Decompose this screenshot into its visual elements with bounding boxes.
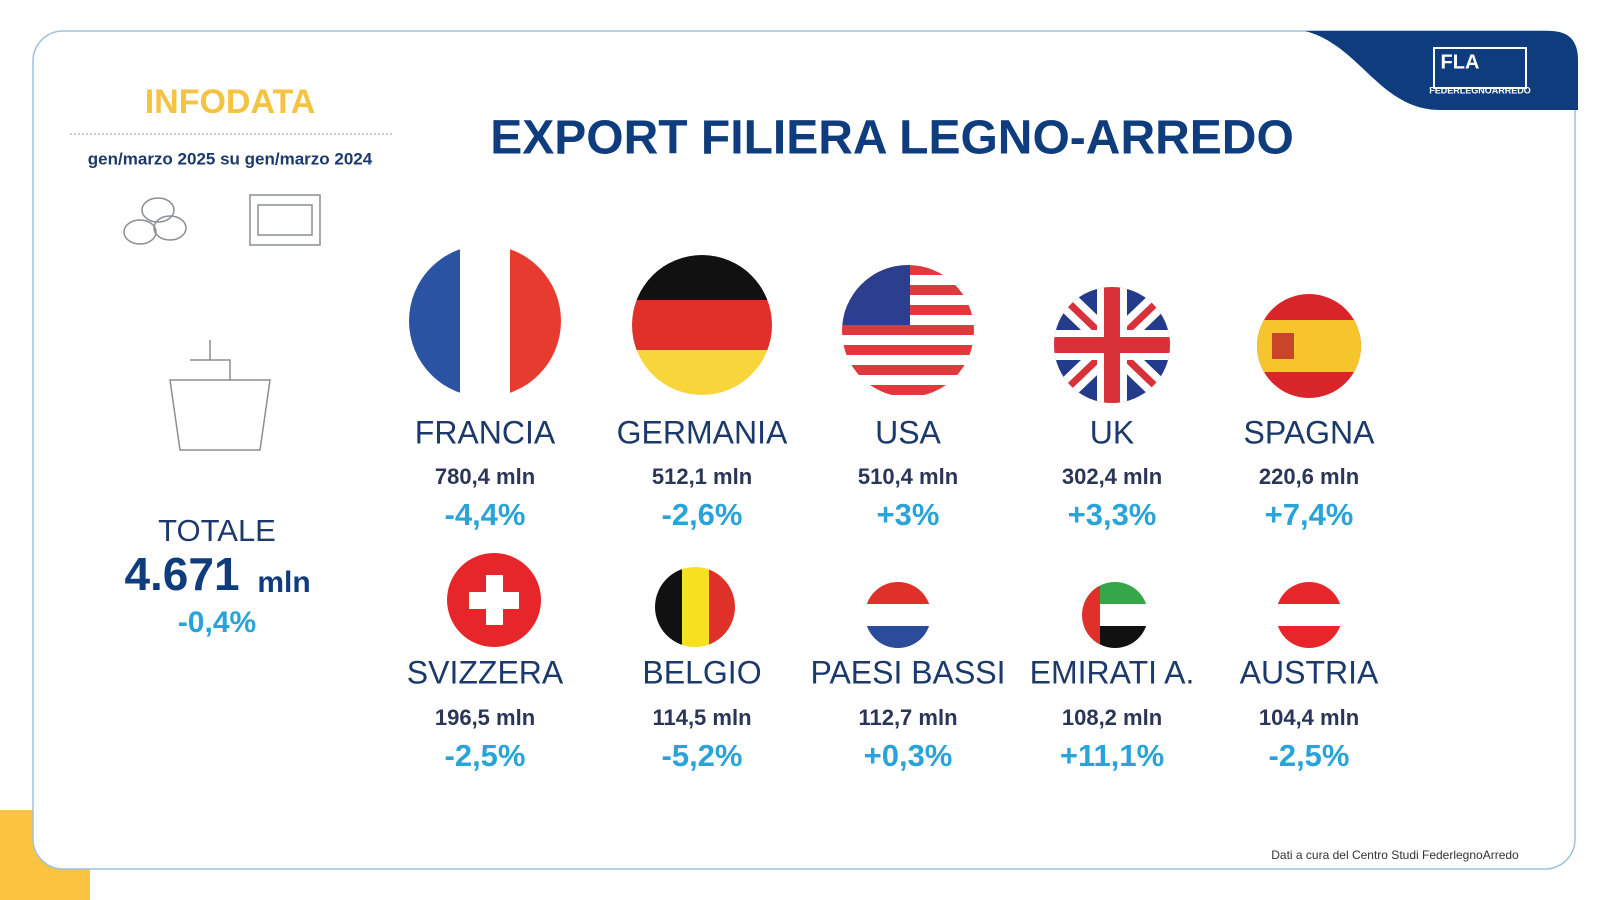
country-value: 108,2 mln — [1062, 705, 1162, 730]
country-name: GERMANIA — [617, 414, 788, 450]
country-value: 112,7 mln — [858, 705, 957, 730]
brand-label: INFODATA — [145, 83, 316, 121]
total-unit: mln — [257, 566, 310, 599]
logo-mark: FLA — [1441, 51, 1480, 73]
total-value: 4.671 — [124, 548, 239, 600]
country-value: 220,6 mln — [1259, 464, 1359, 489]
country-value: 512,1 mln — [652, 464, 752, 489]
country-change: -2,5% — [445, 738, 526, 773]
country-change: -5,2% — [662, 738, 743, 773]
flags — [409, 245, 1361, 648]
country-value: 780,4 mln — [435, 464, 535, 489]
sketch-icons — [123, 194, 321, 451]
logo-band — [1305, 31, 1578, 110]
total-change: -0,4% — [178, 606, 256, 639]
country-change: +3% — [877, 497, 940, 532]
country-value: 196,5 mln — [435, 705, 535, 730]
country-value: 510,4 mln — [858, 464, 958, 489]
country-change: +0,3% — [864, 738, 953, 773]
country-name: FRANCIA — [415, 414, 556, 450]
brand-period: gen/marzo 2025 su gen/marzo 2024 — [88, 149, 373, 168]
country-list: FRANCIA 780,4 mln -4,4% GERMANIA 512,1 mln -2… — [407, 414, 1379, 773]
logo-box — [1433, 47, 1527, 89]
country-change: +7,4% — [1265, 497, 1354, 532]
country-name: BELGIO — [642, 654, 761, 690]
country-name: AUSTRIA — [1240, 654, 1379, 690]
country-value: 114,5 mln — [652, 705, 751, 730]
title: EXPORT FILIERA LEGNO-ARREDO — [490, 112, 1294, 165]
total-label: TOTALE — [158, 513, 276, 548]
country-name: USA — [875, 414, 941, 450]
country-value: 302,4 mln — [1062, 464, 1162, 489]
country-change: -2,6% — [662, 497, 743, 532]
country-name: SPAGNA — [1244, 414, 1376, 450]
country-name: EMIRATI A. — [1030, 654, 1195, 690]
country-change: +3,3% — [1068, 497, 1157, 532]
logo-name: FEDERLEGNOARREDO — [1429, 85, 1531, 95]
source: Dati a cura del Centro Studi FederlegnoA… — [1271, 848, 1519, 862]
country-change: +11,1% — [1060, 738, 1164, 773]
country-change: -2,5% — [1269, 738, 1350, 773]
country-name: PAESI BASSI — [810, 654, 1005, 690]
country-name: UK — [1090, 414, 1134, 450]
country-value: 104,4 mln — [1259, 705, 1359, 730]
country-change: -4,4% — [445, 497, 526, 532]
country-name: SVIZZERA — [407, 654, 564, 690]
card — [32, 30, 1576, 870]
